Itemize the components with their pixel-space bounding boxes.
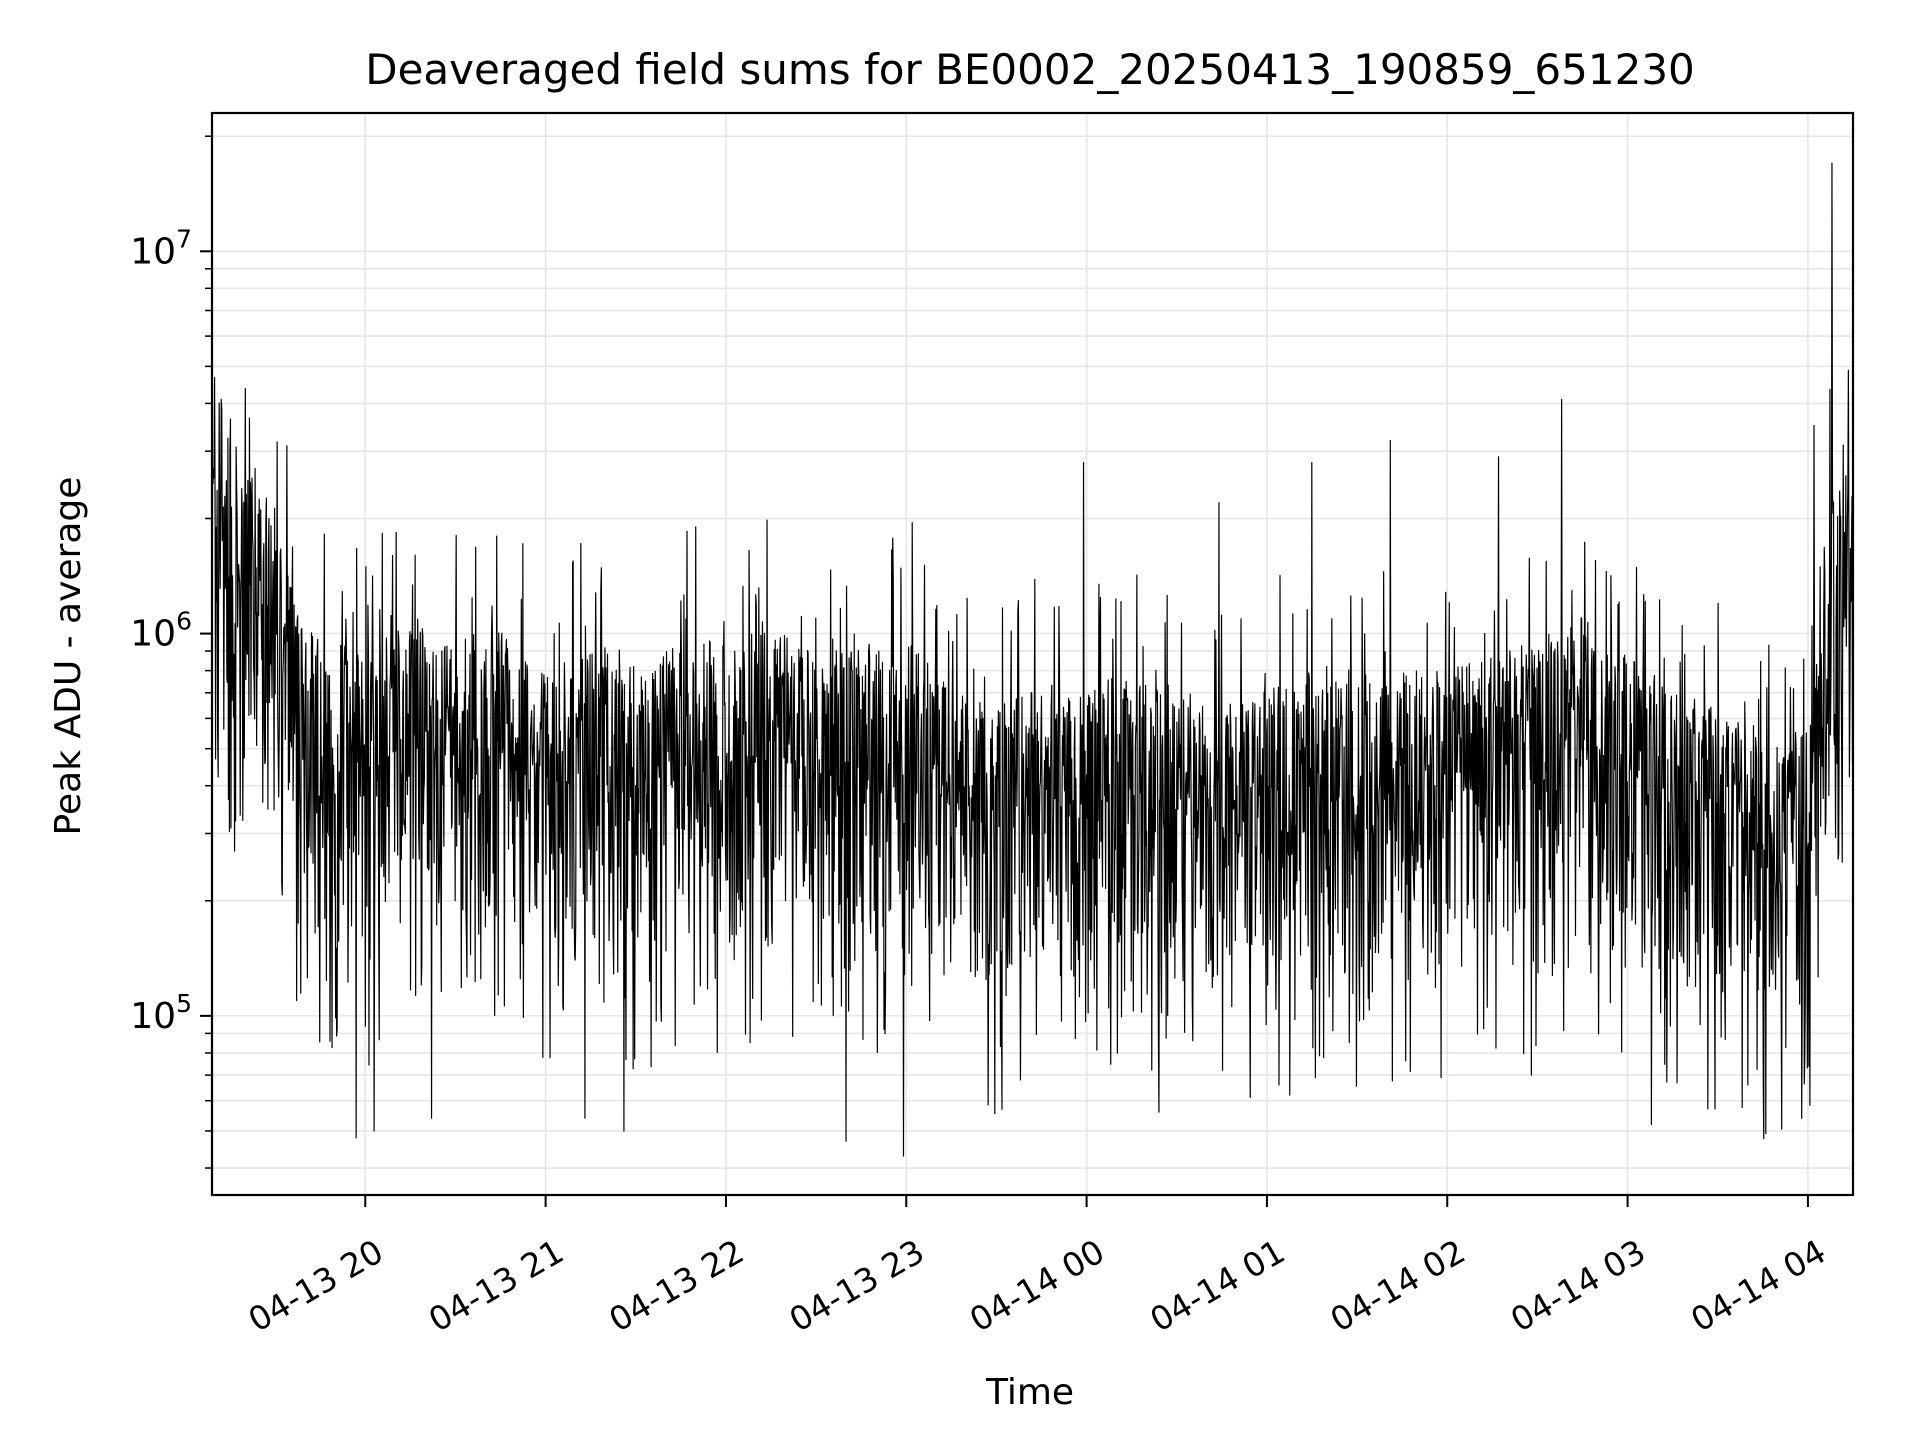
y-axis-label: Peak ADU - average [48, 477, 89, 836]
y-tick-label: 105 [130, 989, 192, 1037]
data-series [211, 162, 1854, 1157]
plot-frame [210, 111, 1855, 1197]
series-line [211, 162, 1854, 1157]
chart-title: Deaveraged field sums for BE0002_2025041… [365, 45, 1695, 94]
x-axis-label: Time [985, 1372, 1074, 1413]
